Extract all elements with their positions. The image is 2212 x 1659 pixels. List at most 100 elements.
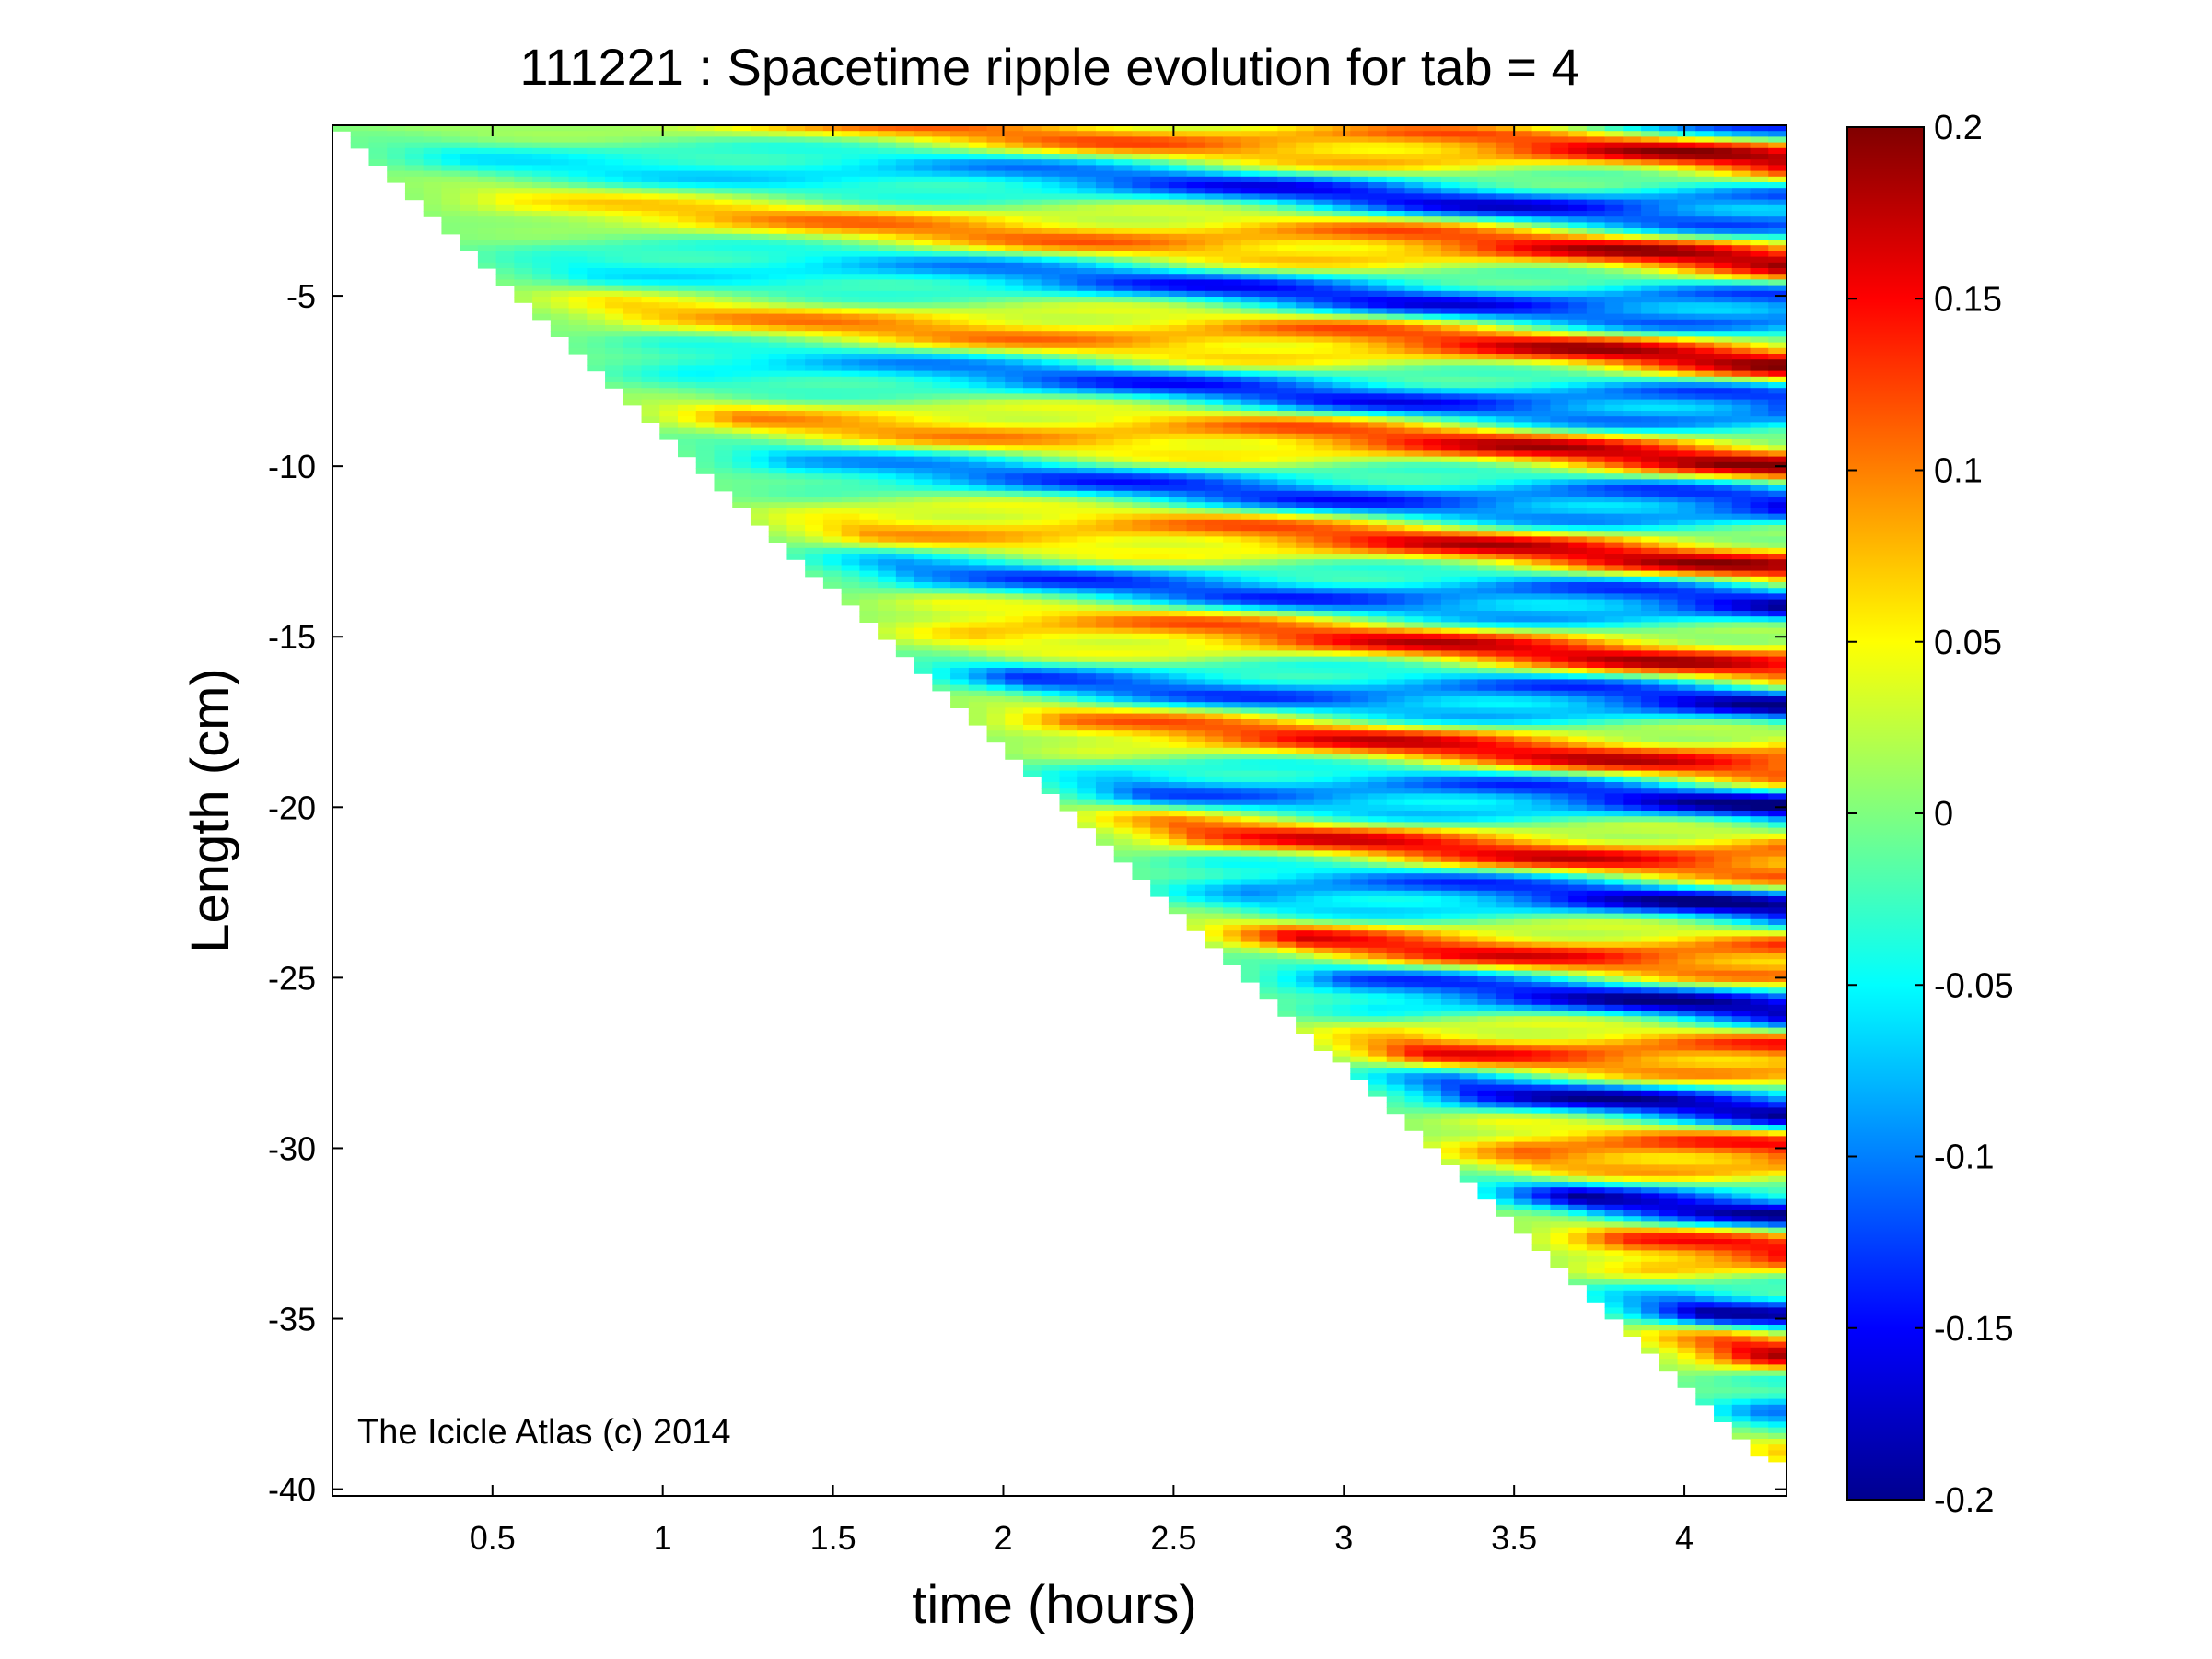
heatmap-cell [1259,490,1278,497]
heatmap-cell [714,125,733,132]
heatmap-cell [1132,411,1151,417]
heatmap-cell [1296,582,1315,589]
heatmap-cell [1223,456,1242,463]
heatmap-cell [1296,816,1315,823]
heatmap-cell [1368,1061,1388,1069]
heatmap-cell [786,531,806,537]
heatmap-cell [1059,370,1078,378]
heatmap-cell [768,411,788,417]
heatmap-cell [859,347,879,355]
heatmap-cell [1296,531,1315,537]
heatmap-cell [1041,661,1061,669]
heatmap-cell [1296,861,1315,869]
heatmap-cell [914,559,933,566]
heatmap-cell [950,240,970,246]
heatmap-cell [950,313,970,321]
heatmap-cell [1077,211,1097,217]
heatmap-cell [841,131,860,137]
heatmap-cell [1041,616,1061,623]
heatmap-cell [1313,907,1333,915]
heatmap-cell [1077,554,1097,560]
heatmap-cell [968,570,988,578]
heatmap-cell [568,251,588,258]
heatmap-cell [732,228,751,235]
heatmap-cell [805,531,824,537]
heatmap-cell [423,193,443,201]
heatmap-cell [1059,633,1078,640]
heatmap-cell [950,490,970,497]
heatmap-cell [841,490,860,497]
heatmap-cell [1350,354,1369,360]
heatmap-cell [768,531,788,537]
heatmap-cell [1368,222,1388,229]
heatmap-cell [1113,439,1134,446]
heatmap-cell [423,165,443,172]
heatmap-cell [786,365,806,372]
heatmap-cell [1023,473,1042,480]
heatmap-cell [822,359,843,366]
heatmap-cell [1240,131,1261,137]
heatmap-cell [1240,240,1261,246]
heatmap-cell [1132,199,1151,206]
heatmap-cell [678,274,697,280]
heatmap-cell [514,125,533,132]
heatmap-cell [1095,547,1115,555]
heatmap-cell [1023,468,1042,474]
heatmap-cell [1113,325,1134,332]
heatmap-cell [986,468,1006,474]
heatmap-cell [714,165,733,172]
heatmap-cell [477,256,497,263]
heatmap-cell [1059,165,1078,172]
heatmap-cell [1205,639,1224,646]
heatmap-cell [1223,450,1242,458]
heatmap-cell [1113,793,1134,800]
heatmap-cell [1186,833,1205,840]
heatmap-cell [1095,416,1115,423]
heatmap-cell [1332,176,1351,183]
heatmap-cell [1150,713,1170,720]
heatmap-cell [1005,485,1024,492]
heatmap-cell [1150,199,1170,206]
heatmap-cell [1113,256,1134,263]
heatmap-cell [1313,547,1333,555]
heatmap-cell [659,347,679,355]
heatmap-cell [532,313,552,321]
heatmap-cell [1205,627,1224,635]
heatmap-cell [1205,228,1224,235]
heatmap-cell [587,240,606,246]
heatmap-cell [477,147,497,155]
heatmap-cell [822,502,843,508]
heatmap-cell [1186,182,1205,189]
heatmap-cell [1005,707,1024,715]
heatmap-cell [1005,204,1024,212]
heatmap-cell [1240,193,1261,201]
heatmap-cell [932,251,951,258]
heatmap-cell [1186,730,1205,737]
heatmap-cell [1332,188,1351,194]
heatmap-cell [1132,147,1151,155]
heatmap-cell [1168,684,1188,692]
heatmap-cell [1259,816,1278,823]
heatmap-cell [1223,645,1242,651]
heatmap-cell [1168,131,1188,137]
heatmap-cell [1296,176,1315,183]
heatmap-cell [805,268,824,275]
heatmap-cell [550,136,570,144]
heatmap-cell [1368,319,1388,326]
heatmap-cell [568,279,588,286]
heatmap-cell [678,199,697,206]
heatmap-cell [1150,342,1170,349]
heatmap-cell [1059,193,1078,201]
heatmap-cell [878,245,897,251]
heatmap-cell [659,313,679,321]
heatmap-cell [1332,240,1351,246]
heatmap-cell [841,554,860,560]
heatmap-cell [895,331,915,337]
heatmap-cell [1023,297,1042,303]
heatmap-cell [1350,599,1369,606]
heatmap-cell [477,204,497,212]
heatmap-cell [822,485,843,492]
heatmap-cell [659,154,679,160]
heatmap-cell [859,199,879,206]
heatmap-cell [1095,302,1115,309]
